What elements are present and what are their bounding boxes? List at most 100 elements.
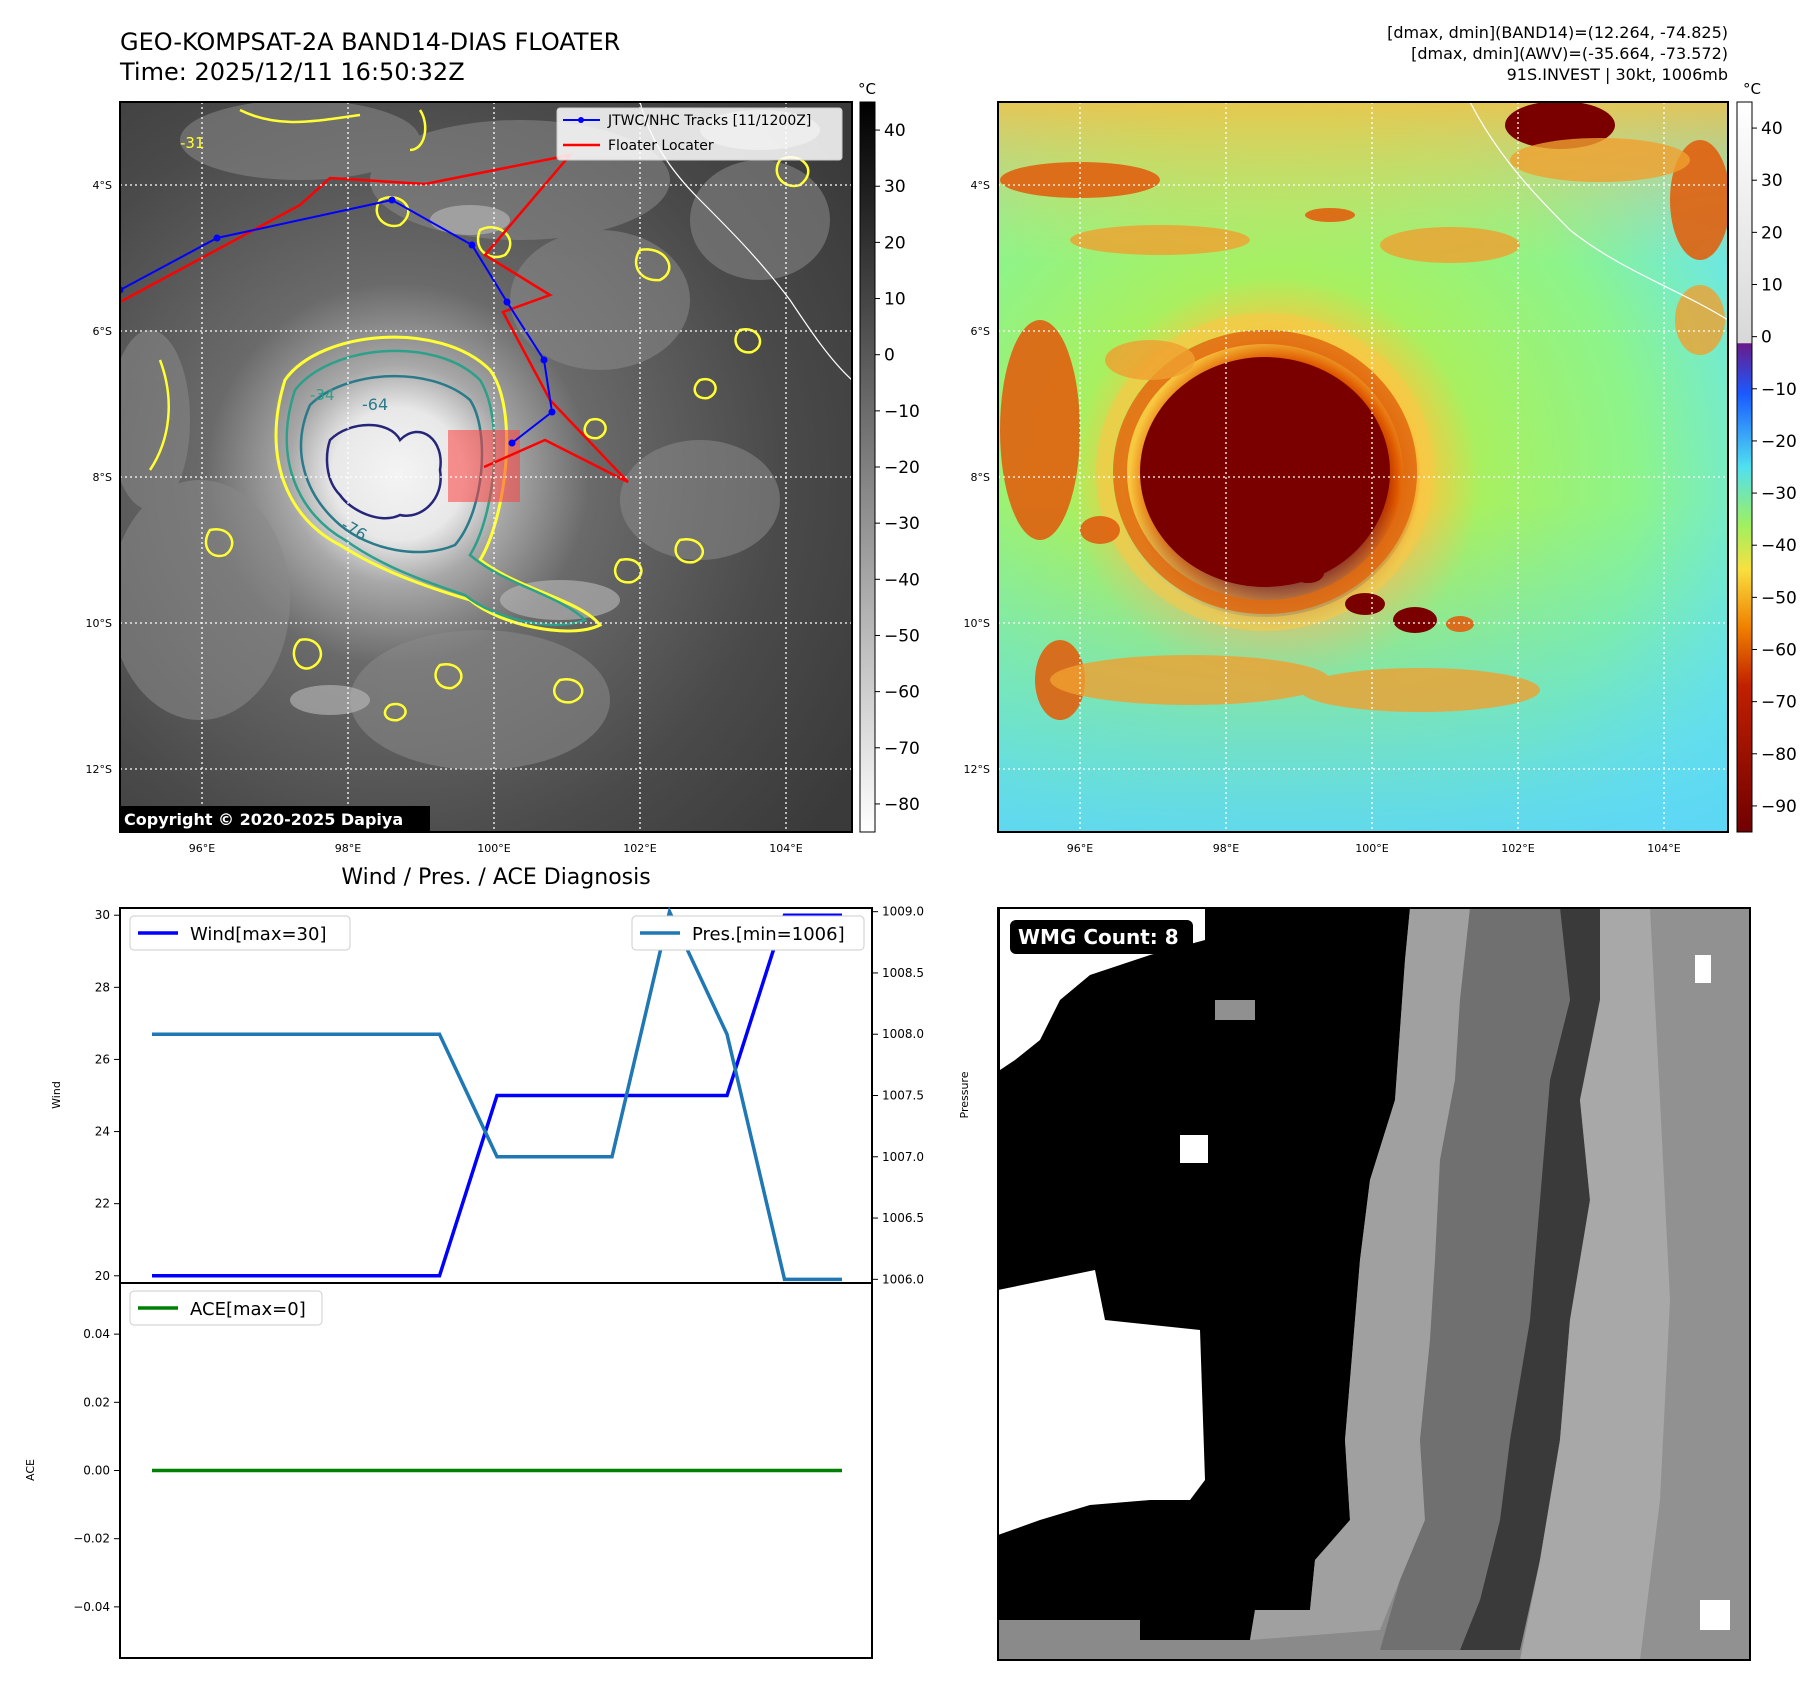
color-frame xyxy=(997,101,1729,833)
color-colorbar-tick-label: −20 xyxy=(1761,432,1797,452)
contour-cold-inner xyxy=(325,423,442,520)
color-lat-tick: 8°S xyxy=(971,471,990,484)
ace-y-tick-label: 0.00 xyxy=(83,1464,110,1478)
storm-info: 91S.INVEST | 30kt, 1006mb xyxy=(1507,65,1728,84)
ir-lat-labels: 4°S 6°S 8°S 10°S 12°S xyxy=(86,179,112,776)
color-lon-tick: 104°E xyxy=(1647,842,1680,855)
ir-colorbar xyxy=(859,101,876,833)
ir-lat-tick: 8°S xyxy=(93,471,112,484)
color-colorbar-tick-label: −80 xyxy=(1761,745,1797,765)
contour-mid xyxy=(285,349,588,626)
jtwc-track-points xyxy=(120,196,556,447)
color-colorbar-tick-label: −60 xyxy=(1761,641,1797,661)
color-gridlines xyxy=(998,102,1728,832)
color-colorbar-tick-label: −50 xyxy=(1761,588,1797,608)
ir-lat-tick: 4°S xyxy=(93,179,112,192)
ace-y-tick-label: −0.04 xyxy=(73,1600,110,1614)
ir-lon-tick: 98°E xyxy=(335,842,361,855)
ir-legend: JTWC/NHC Tracks [11/1200Z] Floater Locat… xyxy=(556,107,843,161)
ir-lat-tick: 10°S xyxy=(86,617,112,630)
color-colorbar-tick-label: −10 xyxy=(1761,380,1797,400)
ir-lon-tick: 102°E xyxy=(623,842,656,855)
stat-awv: [dmax, dmin](AWV)=(-35.664, -73.572) xyxy=(1411,44,1728,63)
wind-series-line xyxy=(152,913,842,1278)
cdo-core xyxy=(1140,357,1390,587)
color-colorbar-tick-label: 10 xyxy=(1761,276,1783,296)
color-colorbar-tick-label: −40 xyxy=(1761,536,1797,556)
legend-track-label: JTWC/NHC Tracks [11/1200Z] xyxy=(607,113,811,129)
contour-label-3: -64 xyxy=(362,395,388,414)
wind-axis-label: Wind xyxy=(50,1081,63,1109)
color-colorbar-tick-label: −30 xyxy=(1761,484,1797,504)
ir-colorbar-tick-label: 20 xyxy=(884,233,906,253)
ir-colorbar-tick-label: −20 xyxy=(884,458,920,478)
ir-colorbar-tick-label: −40 xyxy=(884,570,920,590)
color-colorbar-unit: °C xyxy=(1743,80,1761,98)
ir-colorbar-tick-label: 30 xyxy=(884,177,906,197)
pressure-y-tick-label: 1006.0 xyxy=(882,1272,924,1286)
ir-colorbar-tick-label: 40 xyxy=(884,121,906,141)
figure-title: GEO-KOMPSAT-2A BAND14-DIAS FLOATER xyxy=(120,28,620,56)
color-colorbar-tick-label: −70 xyxy=(1761,693,1797,713)
wind-legend: Wind[max=30] xyxy=(129,915,351,951)
ir-frame xyxy=(119,101,853,833)
color-colorbar-tick-label: 40 xyxy=(1761,119,1783,139)
pressure-y-ticks: 1006.0 1006.5 1007.0 1007.5 1008.0 1008.5 1009… xyxy=(872,905,924,1286)
wmg-white-patch xyxy=(998,1270,1205,1535)
ace-y-tick-label: 0.04 xyxy=(83,1327,110,1341)
ace-legend-label: ACE[max=0] xyxy=(190,1299,306,1320)
ir-colorbar-tick-label: −30 xyxy=(884,514,920,534)
wind-legend-label: Wind[max=30] xyxy=(190,924,327,945)
pressure-axis-label: Pressure xyxy=(958,1071,971,1118)
wind-y-tick-label: 26 xyxy=(95,1052,110,1066)
rainband xyxy=(1292,563,1437,633)
color-lon-tick: 98°E xyxy=(1213,842,1239,855)
stat-band14: [dmax, dmin](BAND14)=(12.264, -74.825) xyxy=(1387,23,1728,42)
contour-label-1: -31 xyxy=(180,134,205,152)
north-cell xyxy=(1505,102,1615,149)
contour-cold-outer xyxy=(299,375,484,554)
pressure-series-line xyxy=(152,906,842,1282)
pressure-legend-label: Pres.[min=1006] xyxy=(692,924,845,945)
wind-y-ticks: 20 22 24 26 28 30 xyxy=(95,908,120,1283)
ir-lat-tick: 12°S xyxy=(86,763,112,776)
pressure-y-tick-label: 1007.0 xyxy=(882,1150,924,1164)
color-colorbar-tick-label: 30 xyxy=(1761,171,1783,191)
color-lat-tick: 12°S xyxy=(964,763,990,776)
ace-y-tick-label: −0.02 xyxy=(73,1532,110,1546)
wind-y-tick-label: 30 xyxy=(95,908,110,922)
color-lon-labels: 96°E 98°E 100°E 102°E 104°E xyxy=(1067,842,1681,855)
figure-time: Time: 2025/12/11 16:50:32Z xyxy=(119,58,465,86)
pressure-y-tick-label: 1006.5 xyxy=(882,1211,924,1225)
ir-colorbar-ticks: 40 30 20 10 0 −10 −20 −30 −40 −50 −60 −70 −80 xyxy=(875,121,920,815)
color-colorbar-tick-label: 0 xyxy=(1761,328,1772,348)
wmg-frame xyxy=(997,907,1751,1661)
contour-label-2: -34 xyxy=(310,386,335,404)
ir-gridlines xyxy=(120,102,852,832)
color-lat-tick: 10°S xyxy=(964,617,990,630)
ir-colorbar-tick-label: 10 xyxy=(884,290,906,310)
wind-y-tick-label: 28 xyxy=(95,980,110,994)
pressure-legend: Pres.[min=1006] xyxy=(631,915,865,951)
color-lon-tick: 100°E xyxy=(1355,842,1388,855)
wind-y-tick-label: 24 xyxy=(95,1125,110,1139)
color-lon-tick: 96°E xyxy=(1067,842,1093,855)
wind-y-tick-label: 22 xyxy=(95,1197,110,1211)
ir-lon-labels: 96°E 98°E 100°E 102°E 104°E xyxy=(189,842,803,855)
copyright-text: Copyright © 2020-2025 Dapiya xyxy=(124,810,403,829)
floater-locater-line xyxy=(120,153,629,484)
color-map-panel: 4°S 6°S 8°S 10°S 12°S 96°E 98°E 100°E 10… xyxy=(964,80,1797,855)
ace-axis-label: ACE xyxy=(24,1459,37,1481)
wind-pressure-lines xyxy=(152,906,842,1282)
ace-y-tick-label: 0.02 xyxy=(83,1395,110,1409)
color-lon-tick: 102°E xyxy=(1501,842,1534,855)
color-colorbar xyxy=(1736,101,1753,833)
ace-y-ticks: 0.04 0.02 0.00 −0.02 −0.04 xyxy=(73,1327,120,1614)
ir-colorbar-tick-label: −10 xyxy=(884,402,920,422)
legend-floater-label: Floater Locater xyxy=(608,138,714,154)
ir-colorbar-tick-label: −60 xyxy=(884,683,920,703)
ir-lon-tick: 96°E xyxy=(189,842,215,855)
color-lat-tick: 6°S xyxy=(971,325,990,338)
wmg-count-box xyxy=(1010,920,1193,954)
